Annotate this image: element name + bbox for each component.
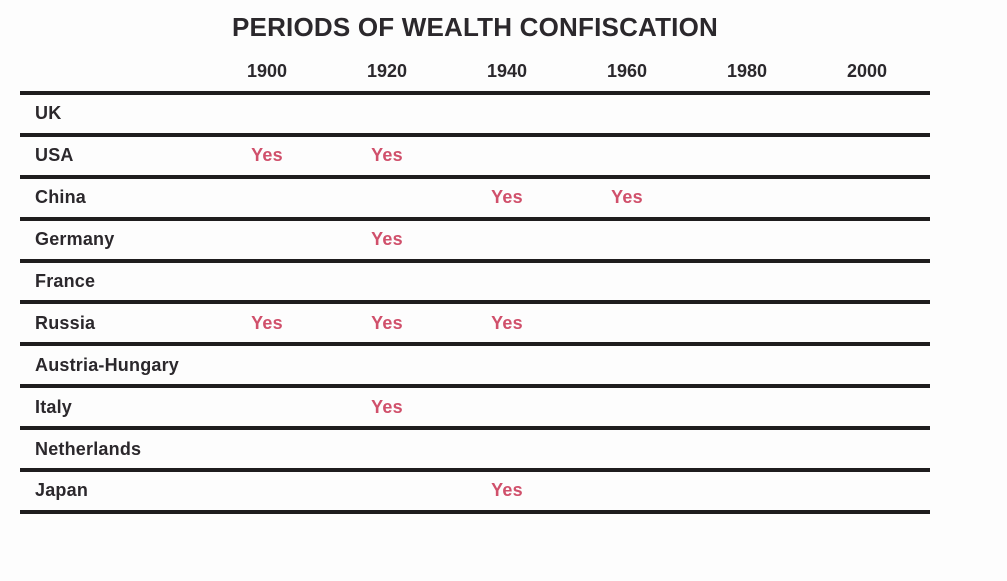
period-cell: Yes (371, 312, 403, 333)
period-cell: Yes (371, 229, 403, 250)
wealth-confiscation-infographic: PERIODS OF WEALTH CONFISCATION 1900 1920… (20, 0, 970, 514)
period-cell: Yes (371, 396, 403, 417)
country-label: Germany (35, 229, 115, 250)
year-header: 1980 (726, 61, 768, 81)
table-row: Russia Yes Yes Yes (20, 304, 930, 347)
country-label: USA (35, 145, 74, 166)
table-row: UK (20, 95, 930, 137)
period-cell: Yes (491, 312, 523, 333)
period-cell: Yes (491, 480, 523, 501)
table-row: Italy Yes (20, 388, 930, 431)
period-cell: Yes (251, 145, 283, 166)
confiscation-table: UK USA Yes Yes China Yes Yes (20, 91, 930, 514)
year-header: 1920 (366, 61, 408, 81)
table-row: Netherlands (20, 430, 930, 473)
country-label: Japan (35, 480, 89, 501)
table-row: USA Yes Yes (20, 137, 930, 179)
table-row: China Yes Yes (20, 179, 930, 221)
table-row: France (20, 263, 930, 305)
table-row: Germany Yes (20, 221, 930, 263)
table-row: Japan Yes (20, 472, 930, 514)
country-label: UK (35, 103, 62, 124)
country-label: China (35, 187, 87, 208)
year-header: 1960 (606, 61, 648, 81)
country-label: France (35, 271, 96, 291)
period-cell: Yes (491, 187, 523, 208)
country-label: Italy (35, 396, 73, 417)
period-cell: Yes (611, 187, 643, 208)
year-header: 1940 (486, 61, 528, 81)
table-header-row: 1900 1920 1940 1960 1980 2000 (20, 43, 930, 91)
year-header: 1900 (246, 61, 288, 81)
period-cell: Yes (251, 312, 283, 333)
year-header: 2000 (846, 61, 888, 81)
country-label: Russia (35, 312, 96, 333)
country-label: Netherlands (35, 438, 142, 459)
period-cell: Yes (371, 145, 403, 166)
page-title: PERIODS OF WEALTH CONFISCATION (231, 12, 719, 42)
table-row: Austria-Hungary (20, 346, 930, 389)
country-label: Austria-Hungary (35, 354, 180, 375)
